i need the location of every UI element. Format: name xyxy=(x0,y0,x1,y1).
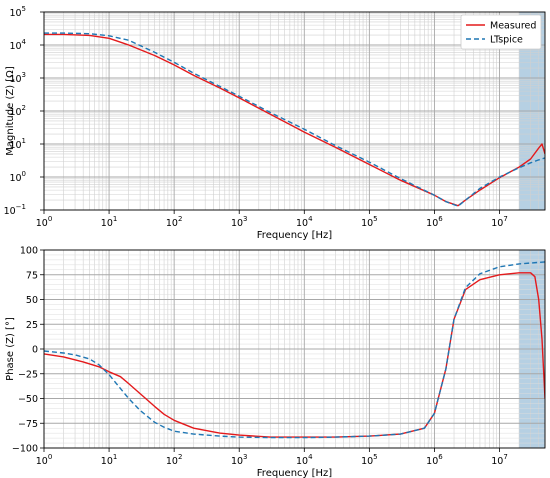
x-tick-label: 102 xyxy=(166,453,183,467)
legend-label-ltspice: LTspice xyxy=(490,35,523,46)
y-tick-label: 103 xyxy=(9,71,26,85)
x-tick-label: 106 xyxy=(426,215,443,229)
y-tick-label: −100 xyxy=(12,444,38,455)
x-tick-label: 106 xyxy=(426,453,443,467)
y-tick-label: 100 xyxy=(20,246,38,257)
grid xyxy=(43,249,546,449)
x-tick-label: 101 xyxy=(101,453,118,467)
plot-frame xyxy=(43,11,546,211)
x-tick-label: 105 xyxy=(361,453,378,467)
y-tick-label: 25 xyxy=(26,320,38,331)
plot-2: 100 101 102 103 104 105 106 107 −100 −75 −50 −25 0 25… xyxy=(5,246,546,478)
y-tick-label: 75 xyxy=(26,270,38,281)
y-tick-label: −75 xyxy=(18,419,38,430)
y-axis-label: Magnitude (Z) [Ω] xyxy=(5,66,16,156)
x-tick-label: 100 xyxy=(36,215,53,229)
legend: Measured LTspice xyxy=(460,14,542,50)
series-ltspice-line xyxy=(44,32,545,207)
y-tick-label: 104 xyxy=(9,38,26,52)
legend-box xyxy=(460,14,542,50)
x-tick-label: 107 xyxy=(491,215,508,229)
y-tick-label: 102 xyxy=(9,104,26,118)
x-tick-label: 104 xyxy=(296,453,313,467)
x-axis-label: Frequency [Hz] xyxy=(257,468,333,478)
series-group xyxy=(44,261,545,439)
plot-1: 100 101 102 103 104 105 106 107 10−1 100 101 102 103… xyxy=(4,5,546,241)
y-tick-label: 10−1 xyxy=(4,203,26,217)
x-tick-label: 107 xyxy=(491,453,508,467)
x-tick-label: 100 xyxy=(36,453,53,467)
y-tick-label: −25 xyxy=(18,369,38,380)
legend-label-measured: Measured xyxy=(490,21,536,32)
x-tick-label: 103 xyxy=(231,453,248,467)
y-tick-label: 105 xyxy=(9,5,26,19)
series-ltspice-line xyxy=(44,261,545,439)
y-tick-label: 50 xyxy=(26,295,38,306)
y-tick-label: 0 xyxy=(32,345,38,356)
x-tick-label: 103 xyxy=(231,215,248,229)
series-group xyxy=(44,32,545,207)
x-axis-label: Frequency [Hz] xyxy=(257,230,333,241)
plot-frame xyxy=(43,249,546,449)
x-tick-label: 102 xyxy=(166,215,183,229)
y-tick-label: 101 xyxy=(9,137,26,151)
y-tick-label: 100 xyxy=(9,170,26,184)
x-tick-label: 104 xyxy=(296,215,313,229)
y-tick-label: −50 xyxy=(18,394,38,405)
y-axis-label: Phase (Z) [°] xyxy=(5,317,16,381)
x-tick-label: 101 xyxy=(101,215,118,229)
x-tick-label: 105 xyxy=(361,215,378,229)
